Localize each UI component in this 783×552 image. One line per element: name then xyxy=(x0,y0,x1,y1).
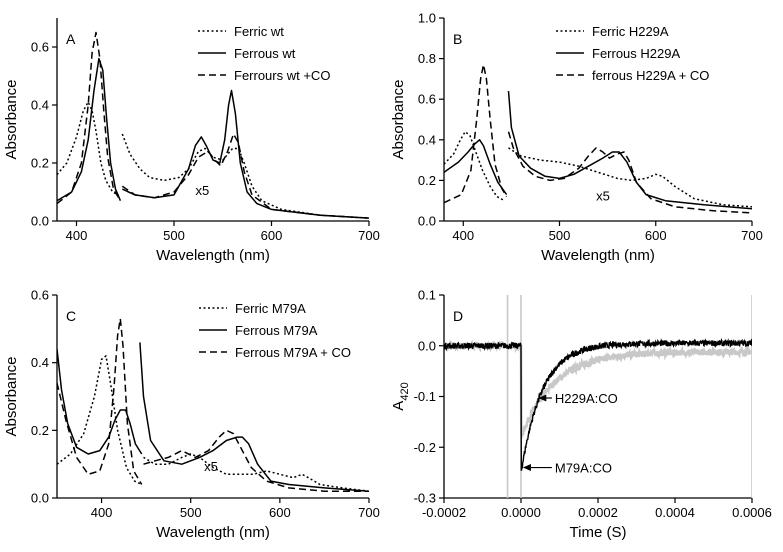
kinetic-trace xyxy=(444,339,752,440)
legend-label: Ferrous M79A + CO xyxy=(235,345,351,360)
panel-label: B xyxy=(453,31,462,47)
annotation: x5 xyxy=(204,459,218,474)
y-tick-label: -0.1 xyxy=(414,389,436,404)
x-axis-label: Wavelength (nm) xyxy=(156,524,270,541)
y-tick-label: -0.3 xyxy=(414,491,436,506)
legend-label: Ferric M79A xyxy=(235,301,306,316)
annotation: x5 xyxy=(195,183,209,198)
x-tick-label: 400 xyxy=(452,228,474,243)
x-tick-label: 0.0006 xyxy=(732,505,772,520)
y-tick-label: 0.4 xyxy=(418,132,436,147)
x-tick-label: 700 xyxy=(741,228,763,243)
panel-label: A xyxy=(66,31,76,47)
y-tick-label: 0.6 xyxy=(418,92,436,107)
annotation-arrowhead xyxy=(538,394,547,402)
series-line-dotted xyxy=(444,130,505,202)
y-tick-label: 0.6 xyxy=(31,40,49,55)
y-tick-label: 0.0 xyxy=(31,491,49,506)
x-tick-label: 700 xyxy=(358,505,380,520)
x-tick-label: 700 xyxy=(358,228,380,243)
x-tick-label: 400 xyxy=(91,505,113,520)
y-tick-label: 0.4 xyxy=(31,355,49,370)
x-tick-label: 600 xyxy=(269,505,291,520)
y-tick-label: 0.0 xyxy=(31,214,49,229)
y-tick-label: 0.2 xyxy=(31,423,49,438)
series-line-dashed xyxy=(57,317,143,485)
series-line-solid xyxy=(121,89,369,219)
y-tick-label: 0.2 xyxy=(418,173,436,188)
y-tick-label: -0.2 xyxy=(414,440,436,455)
panel-label: C xyxy=(66,308,76,324)
panel-label: D xyxy=(453,308,463,324)
panel-c: 400 500 600 700 0.0 0.2 0.4 0.6 Wavelength (nm) A… xyxy=(3,288,380,542)
annotation: H229A:CO xyxy=(555,391,618,406)
y-tick-label: 0.1 xyxy=(418,288,436,303)
panel-a: 400 500 600 700 0.0 0.2 0.4 0.6 Wavelength (nm) A… xyxy=(3,18,380,264)
x-tick-label: 500 xyxy=(180,505,202,520)
legend-label: ferrous H229A + CO xyxy=(592,68,709,83)
x-tick-label: 0.0002 xyxy=(578,505,618,520)
y-tick-label: 1.0 xyxy=(418,11,436,26)
series-line-dashed xyxy=(57,31,122,205)
y-tick-label: 0.0 xyxy=(418,214,436,229)
y-axis-label: Absorbance xyxy=(3,356,20,436)
x-tick-label: 500 xyxy=(549,228,571,243)
x-tick-label: 500 xyxy=(163,228,185,243)
x-tick-label: 0.0004 xyxy=(655,505,695,520)
series-line-dashed xyxy=(121,133,369,219)
annotation: x5 xyxy=(596,189,610,204)
y-axis-label-text: Absorbance xyxy=(390,79,407,159)
series-line-dashed xyxy=(507,131,752,214)
panel-b: 400 500 600 700 0.0 0.2 0.4 0.6 0.8 1.0 Wavelength… xyxy=(390,11,763,265)
x-axis-label: Wavelength (nm) xyxy=(156,247,270,264)
kinetic-trace xyxy=(444,337,752,471)
y-tick-label: 0.6 xyxy=(31,288,49,303)
y-tick-label: 0.8 xyxy=(418,51,436,66)
y-axis-label-text: Absorbance xyxy=(3,79,20,159)
series-line-dotted xyxy=(57,355,143,486)
legend-label: Ferric H229A xyxy=(592,24,669,39)
plot-area xyxy=(57,31,369,219)
series-line-dashed xyxy=(143,429,369,492)
legend-label: Ferrous wt xyxy=(234,46,296,61)
series-line-dotted xyxy=(121,133,369,219)
legend-label: Ferric wt xyxy=(234,24,284,39)
legend-label: Ferrous H229A xyxy=(592,46,680,61)
series-line-dotted xyxy=(143,453,369,492)
plot-area xyxy=(57,317,369,492)
annotation-arrowhead xyxy=(522,464,531,472)
series-line-solid xyxy=(507,91,752,210)
y-tick-label: 0.4 xyxy=(31,98,49,113)
y-tick-label: 0.0 xyxy=(418,338,436,353)
plot-area xyxy=(444,295,752,498)
y-axis-label-text: A xyxy=(390,401,407,411)
y-axis-label: Absorbance xyxy=(390,79,407,159)
y-axis-label: A420 xyxy=(390,382,411,410)
series-line-dashed xyxy=(444,63,508,204)
x-tick-label: 600 xyxy=(645,228,667,243)
x-tick-label: -0.0002 xyxy=(422,505,466,520)
legend-label: Ferrous M79A xyxy=(235,323,318,338)
x-axis-label: Time (S) xyxy=(570,524,627,541)
y-tick-label: 0.2 xyxy=(31,156,49,171)
panel-d: -0.0002 0.0000 0.0002 0.0004 0.0006 -0.3 -0.2 -… xyxy=(390,288,772,542)
y-axis-label-text: Absorbance xyxy=(3,356,20,436)
legend-label: Ferrours wt +CO xyxy=(234,68,330,83)
series-line-solid xyxy=(444,139,508,196)
plot-area xyxy=(444,63,752,214)
series-line-solid xyxy=(57,57,122,202)
x-axis-label: Wavelength (nm) xyxy=(541,247,655,264)
y-axis-label: Absorbance xyxy=(3,79,20,159)
series-line-solid xyxy=(57,349,143,455)
y-axis-label-subscript: 420 xyxy=(399,382,411,400)
x-tick-label: 400 xyxy=(66,228,88,243)
series-line-dotted xyxy=(508,147,752,208)
series-line-solid xyxy=(139,342,369,492)
x-tick-label: 0.0000 xyxy=(501,505,541,520)
annotation: M79A:CO xyxy=(555,461,612,476)
x-tick-label: 600 xyxy=(261,228,283,243)
